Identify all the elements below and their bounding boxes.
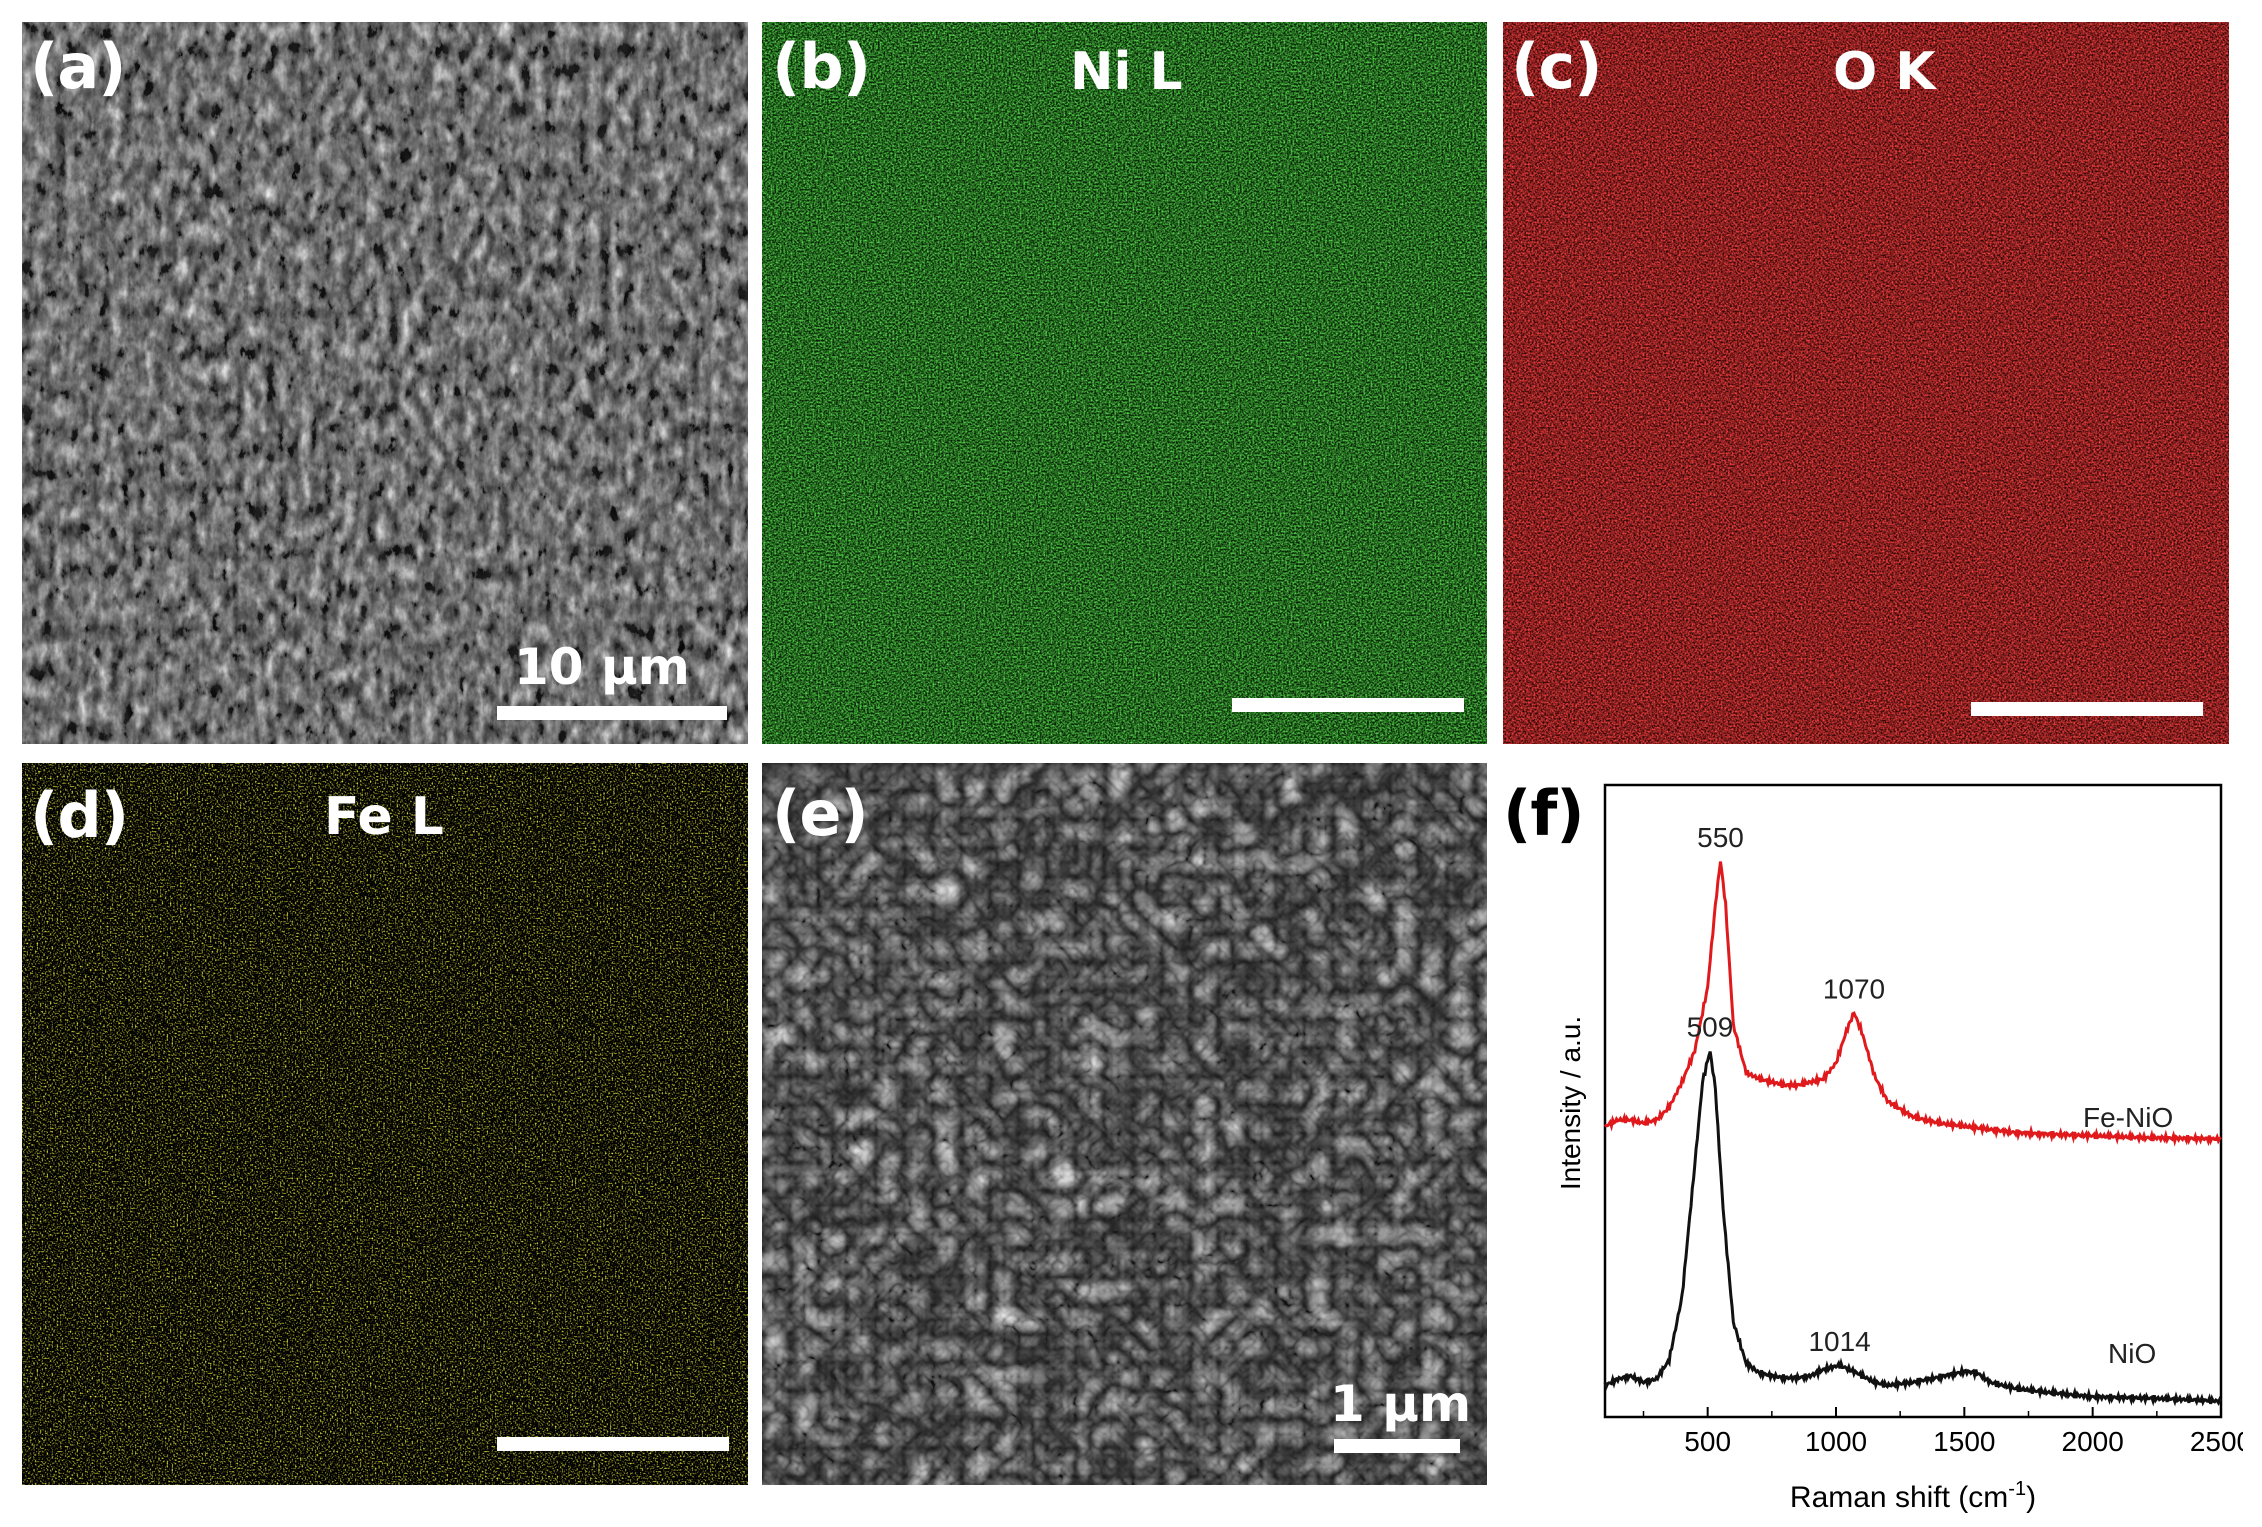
series-label-fe-nio: Fe-NiO [2083,1102,2173,1133]
panel-b-ni-map: (b) Ni L [762,22,1487,744]
panel-e-sem-image: (e) 1 μm [762,763,1487,1485]
panel-a-sem-image: (a) 10 μm [22,22,748,744]
x-axis-label-sup: -1 [2008,1478,2026,1500]
panel-c-o-map: (c) O K [1503,22,2229,744]
panel-label-b: (b) [772,30,871,103]
x-tick-label: 1000 [1805,1426,1867,1457]
series-line-nio [1603,1051,2223,1407]
panel-label-e: (e) [772,777,869,850]
x-tick-label: 2500 [2190,1426,2243,1457]
peak-label-509: 509 [1687,1011,1734,1042]
fe-map-texture [22,763,748,1485]
y-axis-label: Intensity / a.u. [1555,1016,1586,1190]
raman-chart-svg: 500 1000 1500 2000 2500 550 1070 509 1014 Fe-Ni… [1555,783,2243,1514]
panel-f-raman-chart: (f) 500 1000 1500 2000 2500 550 1070 509 1014 F… [1503,763,2243,1523]
element-label-ni: Ni L [1070,42,1183,102]
sem-texture-e [762,763,1487,1485]
x-tick-label: 1500 [1933,1426,1995,1457]
x-axis-label-end: ) [2026,1481,2036,1514]
panel-label-c: (c) [1511,30,1602,103]
panel-label-d: (d) [30,779,129,852]
scale-bar-e [1334,1439,1460,1453]
element-label-fe: Fe L [324,787,444,847]
x-axis-label-main: Raman shift (cm [1790,1481,2008,1514]
scale-bar-label-a: 10 μm [514,638,690,696]
panel-label-a: (a) [30,30,127,103]
series-line-fe-nio [1603,861,2222,1147]
x-tick-label: 500 [1684,1426,1731,1457]
scale-bar-label-e: 1 μm [1330,1375,1472,1433]
ni-map-texture [762,22,1487,744]
element-label-o: O K [1833,42,1936,102]
scale-bar-d [497,1437,729,1451]
plot-frame [1603,783,2223,1419]
sem-texture-a [22,22,748,744]
scale-bar-c [1971,702,2203,716]
scale-bar-a [497,706,727,720]
x-tick-label: 2000 [2062,1426,2124,1457]
o-map-texture [1503,22,2229,744]
panel-d-fe-map: (d) Fe L [22,763,748,1485]
panel-label-f: (f) [1503,777,1585,850]
peak-label-1014: 1014 [1808,1326,1870,1357]
x-axis-label: Raman shift (cm-1) [1790,1478,2036,1514]
peak-label-550: 550 [1697,822,1744,853]
scale-bar-b [1232,698,1464,712]
series-label-nio: NiO [2108,1338,2156,1369]
peak-label-1070: 1070 [1823,974,1885,1005]
